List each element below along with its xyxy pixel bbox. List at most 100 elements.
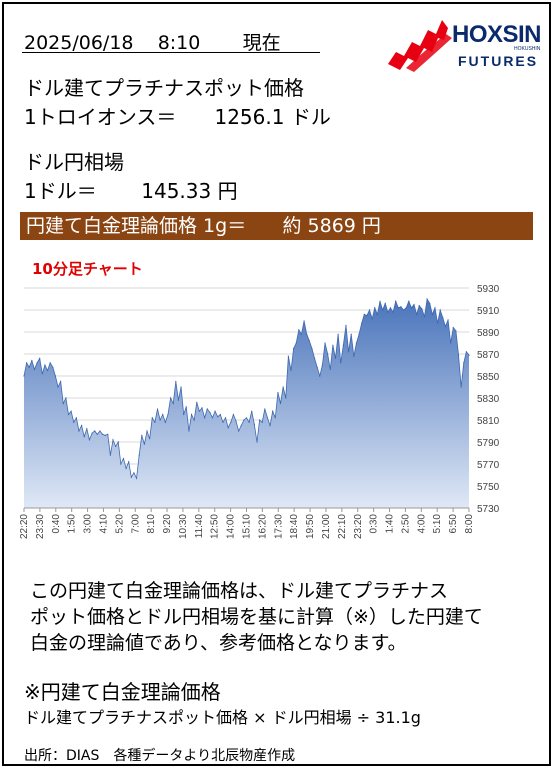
data-point bbox=[460, 386, 462, 388]
x-tick-label: 16:20 bbox=[257, 514, 268, 539]
data-point bbox=[277, 391, 279, 394]
data-point bbox=[235, 420, 237, 422]
data-point bbox=[387, 311, 389, 313]
data-point bbox=[400, 306, 402, 308]
data-point bbox=[138, 454, 140, 456]
data-point bbox=[219, 413, 221, 416]
data-point bbox=[436, 322, 439, 324]
data-point bbox=[413, 303, 415, 306]
data-point bbox=[193, 419, 195, 421]
data-point bbox=[337, 333, 339, 335]
data-point bbox=[211, 417, 214, 419]
data-point bbox=[308, 340, 310, 342]
data-point bbox=[41, 373, 43, 375]
x-tick-label: 22:10 bbox=[337, 514, 348, 539]
data-point bbox=[353, 355, 355, 357]
data-point bbox=[204, 417, 206, 419]
chart-title: 10分足チャート bbox=[32, 260, 143, 278]
data-point bbox=[253, 423, 255, 425]
y-tick-label: 5790 bbox=[477, 438, 500, 449]
platinum-price: 1トロイオンス＝ 1256.1 ドル bbox=[24, 105, 331, 129]
data-point bbox=[146, 430, 148, 432]
data-point bbox=[135, 477, 138, 479]
y-tick-label: 5750 bbox=[477, 482, 500, 493]
x-tick-label: 18:40 bbox=[289, 514, 300, 539]
data-point bbox=[379, 300, 381, 302]
data-point bbox=[272, 410, 274, 412]
x-tick-label: 1:40 bbox=[385, 514, 396, 534]
price-area bbox=[24, 299, 469, 508]
data-point bbox=[293, 347, 295, 350]
date-text: 2025/06/18 bbox=[24, 32, 134, 54]
data-point bbox=[329, 368, 331, 370]
data-point bbox=[434, 307, 436, 309]
data-point bbox=[109, 454, 111, 456]
data-point bbox=[321, 364, 324, 366]
x-tick-label: 17:30 bbox=[273, 514, 284, 539]
x-tick-label: 7:00 bbox=[130, 514, 141, 534]
data-point bbox=[26, 362, 28, 364]
x-tick-label: 1:50 bbox=[67, 514, 78, 534]
data-point bbox=[91, 432, 93, 434]
data-point bbox=[439, 309, 441, 311]
y-tick-label: 5890 bbox=[477, 328, 500, 339]
x-tick-label: 5:10 bbox=[432, 514, 443, 534]
data-point bbox=[99, 430, 101, 432]
data-point bbox=[444, 325, 447, 328]
data-point bbox=[54, 375, 57, 377]
data-point bbox=[251, 410, 253, 412]
x-tick-label: 8:00 bbox=[464, 514, 475, 534]
y-tick-label: 5930 bbox=[477, 284, 500, 295]
data-point bbox=[311, 347, 313, 350]
data-point bbox=[327, 353, 329, 355]
data-point bbox=[347, 351, 350, 353]
x-tick-label: 6:50 bbox=[448, 514, 459, 534]
data-point bbox=[298, 329, 300, 331]
x-tick-label: 2:50 bbox=[400, 514, 411, 534]
explanation-line-1: この円建て白金理論価格は、ドル建てプラチナス bbox=[30, 580, 449, 602]
y-tick-label: 5850 bbox=[477, 372, 500, 383]
data-point bbox=[248, 421, 250, 423]
data-point bbox=[120, 463, 122, 465]
data-point bbox=[44, 364, 46, 366]
platinum-label: ドル建てプラチナスポット価格 bbox=[24, 76, 304, 100]
data-point bbox=[376, 313, 378, 315]
data-point bbox=[457, 354, 460, 356]
logo-sub: FUTURES bbox=[458, 53, 538, 69]
theoretical-price-value: 5869 bbox=[307, 215, 356, 237]
x-tick-label: 23:20 bbox=[353, 514, 364, 539]
x-tick-label: 19:50 bbox=[305, 514, 316, 539]
y-tick-label: 5810 bbox=[477, 416, 500, 427]
x-tick-label: 4:10 bbox=[98, 514, 109, 534]
data-point bbox=[185, 406, 187, 408]
data-point bbox=[313, 357, 316, 359]
y-tick-label: 5730 bbox=[477, 504, 500, 515]
data-point bbox=[162, 413, 164, 416]
data-point bbox=[52, 366, 54, 368]
data-point bbox=[190, 413, 193, 416]
data-point bbox=[156, 408, 159, 410]
timestamp: 2025/06/18 8:10 現在 bbox=[24, 28, 281, 55]
data-point bbox=[115, 445, 117, 447]
data-point bbox=[423, 316, 426, 318]
fx-label: ドル円相場 bbox=[24, 150, 124, 174]
data-point bbox=[429, 302, 431, 304]
data-point bbox=[450, 342, 452, 344]
data-point bbox=[264, 408, 266, 410]
data-point bbox=[340, 362, 342, 364]
data-point bbox=[206, 408, 208, 410]
data-point bbox=[33, 368, 36, 370]
data-point bbox=[188, 430, 190, 432]
data-point bbox=[46, 369, 49, 372]
logo-tag: HOKUSHIN bbox=[514, 46, 541, 52]
data-point bbox=[183, 413, 185, 416]
data-point bbox=[382, 309, 384, 311]
data-point bbox=[198, 410, 200, 412]
x-tick-label: 11:40 bbox=[194, 514, 205, 539]
data-point bbox=[169, 397, 172, 399]
card-frame bbox=[2, 2, 551, 766]
data-point bbox=[130, 476, 132, 478]
data-point bbox=[159, 419, 161, 421]
explanation-line-2: ポット価格とドル円相場を基に計算（※）した円建て bbox=[30, 606, 483, 628]
data-point bbox=[395, 300, 397, 302]
